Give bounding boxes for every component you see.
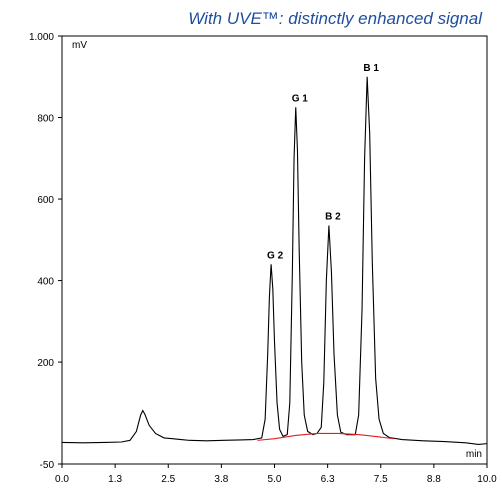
peak-label: B 1 [363,63,379,74]
signal-line [61,76,488,445]
peak-label: B 2 [325,212,341,223]
x-tick-label: 3.8 [214,474,228,485]
signal-line [257,432,394,441]
x-axis-label: min [466,449,482,460]
chart-title: With UVE™: distinctly enhanced signal [188,9,483,28]
x-tick-label: 8.8 [427,474,441,485]
x-tick-label: 0.0 [55,474,69,485]
x-tick-label: 10.0 [477,474,497,485]
peak-label: G 1 [292,93,309,104]
x-tick-label: 1.3 [108,474,122,485]
x-tick-label: 7.5 [374,474,388,485]
y-tick-label: 800 [37,114,54,125]
y-axis-label: mV [72,40,87,51]
y-tick-label: -50 [40,460,55,471]
y-tick-label: 600 [37,195,54,206]
y-tick-label: 400 [37,277,54,288]
x-tick-label: 6.3 [321,474,335,485]
x-tick-label: 2.5 [161,474,175,485]
peak-label: G 2 [267,250,284,261]
y-tick-label: 200 [37,358,54,369]
x-tick-label: 5.0 [268,474,282,485]
y-tick-label: 1.000 [29,32,54,43]
